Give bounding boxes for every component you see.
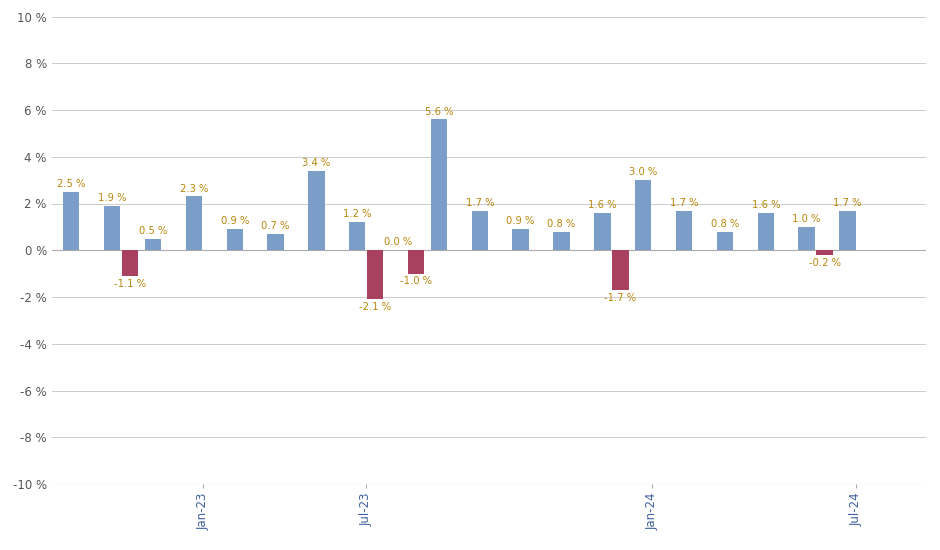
Bar (554, 232, 570, 250)
Text: 5.6 %: 5.6 % (425, 107, 453, 117)
Bar (408, 250, 424, 274)
Bar (267, 234, 284, 250)
Bar (122, 250, 138, 276)
Text: 0.8 %: 0.8 % (711, 219, 739, 229)
Bar (63, 192, 80, 250)
Text: 3.4 %: 3.4 % (303, 158, 331, 168)
Text: 1.7 %: 1.7 % (833, 197, 862, 208)
Text: -1.0 %: -1.0 % (400, 277, 432, 287)
Text: 1.6 %: 1.6 % (588, 200, 617, 210)
Text: 0.0 %: 0.0 % (384, 238, 413, 248)
Bar (817, 250, 833, 255)
Bar (431, 119, 447, 250)
Bar (227, 229, 243, 250)
Bar (145, 239, 161, 250)
Text: -1.7 %: -1.7 % (604, 293, 636, 303)
Text: 1.7 %: 1.7 % (670, 197, 698, 208)
Bar (186, 196, 202, 250)
Text: 1.2 %: 1.2 % (343, 210, 371, 219)
Bar (472, 211, 488, 250)
Text: 1.6 %: 1.6 % (751, 200, 780, 210)
Text: 2.5 %: 2.5 % (57, 179, 86, 189)
Bar (308, 170, 324, 250)
Bar (839, 211, 855, 250)
Bar (635, 180, 651, 250)
Bar (758, 213, 774, 250)
Bar (594, 213, 611, 250)
Text: -1.1 %: -1.1 % (114, 279, 147, 289)
Text: -2.1 %: -2.1 % (359, 302, 391, 312)
Bar (798, 227, 815, 250)
Text: 0.9 %: 0.9 % (221, 216, 249, 227)
Text: 0.9 %: 0.9 % (507, 216, 535, 227)
Bar (676, 211, 692, 250)
Text: 2.3 %: 2.3 % (180, 184, 208, 194)
Text: 1.7 %: 1.7 % (465, 197, 494, 208)
Bar (512, 229, 529, 250)
Bar (349, 222, 366, 250)
Bar (612, 250, 629, 290)
Text: 1.0 %: 1.0 % (792, 214, 821, 224)
Text: 0.7 %: 0.7 % (261, 221, 290, 231)
Text: 1.9 %: 1.9 % (98, 193, 126, 203)
Text: 3.0 %: 3.0 % (629, 167, 657, 177)
Bar (367, 250, 384, 299)
Bar (716, 232, 733, 250)
Text: 0.5 %: 0.5 % (139, 226, 167, 236)
Text: -0.2 %: -0.2 % (808, 258, 840, 268)
Bar (104, 206, 120, 250)
Text: 0.8 %: 0.8 % (547, 219, 575, 229)
